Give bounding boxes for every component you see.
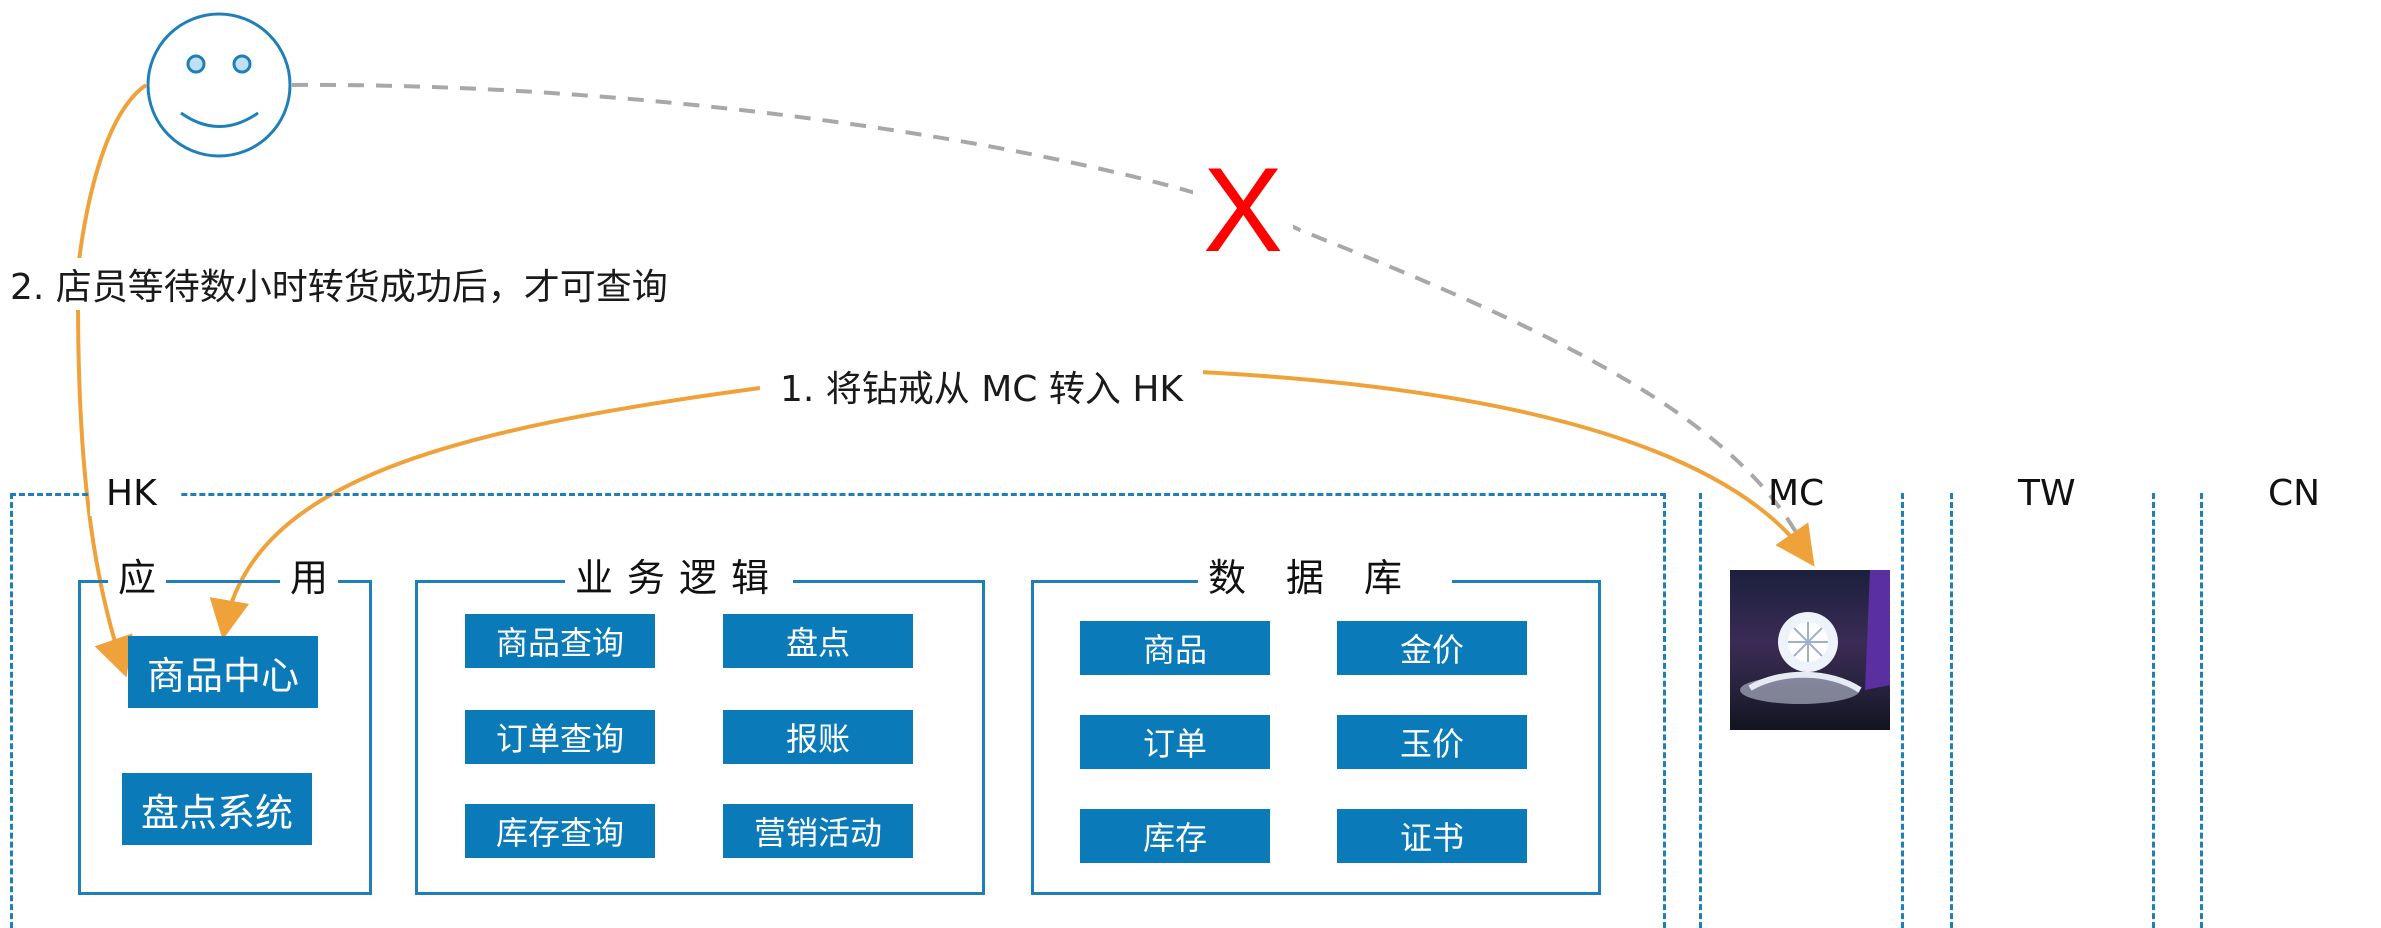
app-group-title-left: 应 — [108, 556, 167, 600]
product-center-button[interactable]: 商品中心 — [128, 636, 318, 708]
db-product-button[interactable]: 商品 — [1080, 621, 1270, 675]
db-stock-button[interactable]: 库存 — [1080, 809, 1270, 863]
region-hk-label: HK — [90, 472, 181, 516]
db-certificate-button[interactable]: 证书 — [1337, 809, 1527, 863]
smiley-face-icon — [146, 12, 292, 158]
region-mc-label: MC — [1768, 473, 1825, 514]
db-order-button[interactable]: 订单 — [1080, 715, 1270, 769]
blocked-x-mark: X — [1193, 140, 1294, 280]
region-cn — [2200, 493, 2381, 928]
step1-annotation: 1. 将钻戒从 MC 转入 HK — [760, 360, 1203, 412]
region-tw — [1950, 493, 2155, 928]
db-gold-price-button[interactable]: 金价 — [1337, 621, 1527, 675]
region-tw-label: TW — [2018, 473, 2076, 514]
region-cn-label: CN — [2268, 473, 2321, 514]
region-mc — [1699, 493, 1904, 928]
product-query-button[interactable]: 商品查询 — [465, 614, 655, 668]
diamond-ring-photo — [1730, 570, 1890, 730]
transfer-arrow — [1199, 370, 1815, 567]
blocked-query-path — [291, 82, 1812, 561]
order-query-button[interactable]: 订单查询 — [465, 710, 655, 764]
stocktake-button[interactable]: 盘点 — [723, 614, 913, 668]
transfer-arrow-return — [209, 386, 761, 640]
region-hk — [10, 493, 1666, 928]
inventory-system-button[interactable]: 盘点系统 — [122, 773, 312, 845]
app-group-title-right: 用 — [280, 556, 339, 600]
stock-query-button[interactable]: 库存查询 — [465, 804, 655, 858]
marketing-campaign-button[interactable]: 营销活动 — [723, 804, 913, 858]
wait-arrow — [76, 83, 146, 670]
app-group — [78, 580, 372, 895]
step2-annotation: 2. 店员等待数小时转货成功后，才可查询 — [10, 258, 668, 310]
database-title: 数据库 — [1198, 556, 1453, 600]
business-logic-title: 业务逻辑 — [565, 556, 794, 600]
db-jade-price-button[interactable]: 玉价 — [1337, 715, 1527, 769]
reimbursement-button[interactable]: 报账 — [723, 710, 913, 764]
